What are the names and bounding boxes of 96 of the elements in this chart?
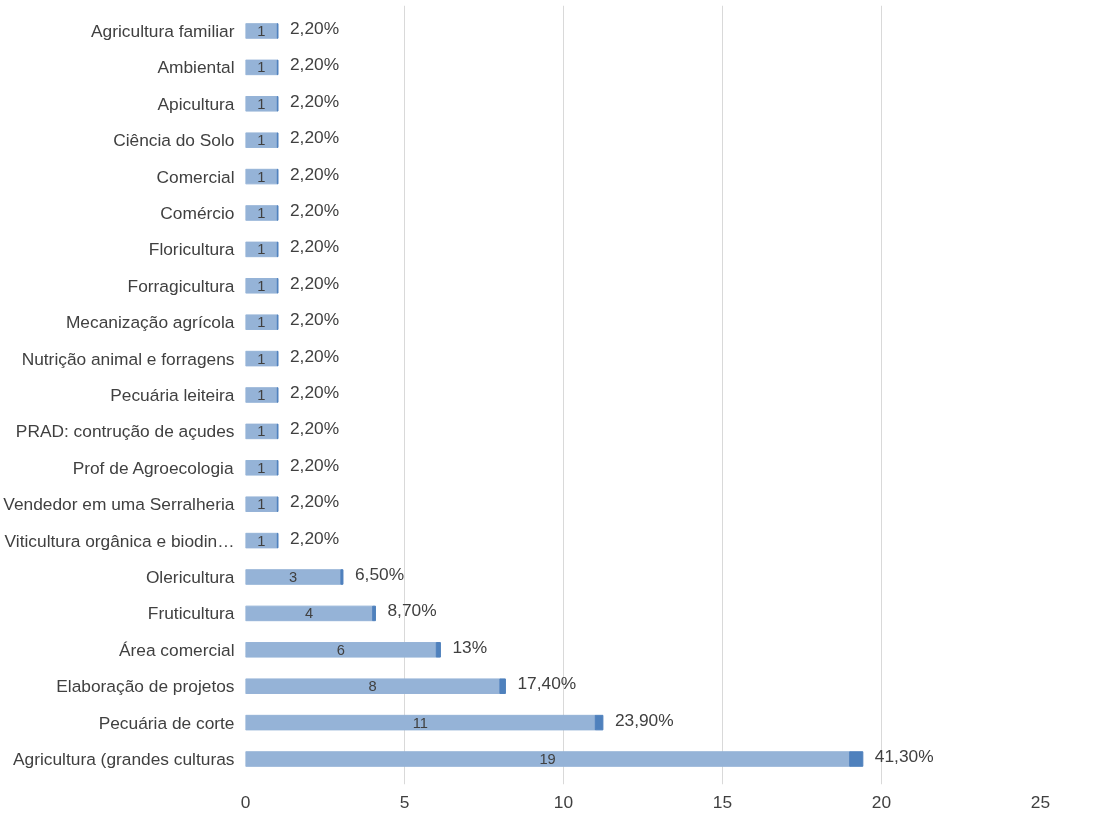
y-tick-label: Prof de Agroecologia [72,457,234,478]
y-tick-label: Viticultura orgânica e biodin… [4,530,235,551]
y-tick-label: Comércio [160,202,235,223]
data-label: 8 [368,678,377,695]
y-tick-label: Pecuária leiteira [110,385,235,405]
bar [245,96,278,112]
data-label: 2,20% [290,17,340,38]
y-tick-label: Ciência do Solo [113,130,235,151]
y-tick-label: Agricultura (grandes culturas [12,749,235,770]
data-label: 2,20% [290,236,340,257]
data-label: 8,70% [387,600,437,621]
data-label: 2,20% [290,527,340,548]
bar [245,205,278,221]
y-tick-label: Fruticultura [147,603,235,624]
bar [245,678,501,694]
y-tick-label: Apicultura [157,93,235,114]
bar [245,532,278,549]
y-tick-label: Floricultura [148,239,235,260]
data-label: 1 [257,241,266,258]
bar [245,387,278,403]
data-label: 19 [539,751,556,768]
x-tick-label: 10 [553,791,574,812]
y-tick-label: Elaboração de projetos [56,676,235,697]
data-label: 2,20% [290,309,340,330]
data-label: 1 [257,350,266,367]
data-label: 2,20% [290,127,340,148]
bar [245,241,278,258]
bar [245,496,278,512]
data-label: 2,20% [290,199,340,220]
data-label: 2,20% [290,454,340,475]
data-label: 41,30% [874,746,934,767]
y-tick-label: Pecuária de corte [98,712,235,733]
bar [245,59,278,76]
bar [245,350,278,367]
data-label: 6 [336,641,345,658]
y-tick-label: Área comercial [118,639,235,660]
data-label: 2,20% [290,491,340,512]
y-tick-label: Agricultura familiar [91,20,235,41]
data-label: 1 [257,423,266,440]
data-label: 2,20% [290,272,340,293]
data-label: 1 [257,496,266,513]
data-label: 2,20% [290,418,340,439]
data-label: 11 [412,714,429,731]
y-tick-label: PRAD: contrução de açudes [15,421,235,442]
data-label: 2,20% [290,163,340,184]
data-label: 17,40% [517,673,577,694]
data-label: 1 [257,204,266,221]
bar [245,314,278,330]
y-tick-label: Vendedor em uma Serralheria [3,494,235,515]
bar [245,642,437,658]
bar [245,605,374,622]
data-label: 1 [257,459,266,476]
bar [245,569,342,585]
bar [340,569,344,585]
y-tick-label: Forragicultura [127,275,235,296]
x-tick-label: 20 [871,791,892,812]
data-label: 23,90% [614,709,674,730]
bar [245,23,278,39]
data-label: 1 [257,95,266,112]
x-tick-label: 0 [240,791,251,812]
x-tick-label: 5 [399,791,410,812]
data-label: 1 [257,168,266,185]
data-label: 2,20% [290,345,340,366]
y-tick-label: Nutrição animal e forragens [21,348,235,369]
y-tick-label: Comercial [156,166,235,187]
data-label: 2,20% [290,54,340,75]
data-label: 13% [452,636,488,657]
bar [594,714,604,731]
data-label: 1 [257,532,266,549]
bar [245,460,278,476]
data-label: 1 [257,22,266,39]
data-label: 1 [257,314,266,331]
data-label: 2,20% [290,90,340,111]
data-label: 6,50% [354,564,405,585]
x-tick-label: 25 [1030,791,1051,812]
bar [435,642,441,658]
bar [372,605,376,622]
data-label: 1 [257,277,266,294]
x-tick-label: 15 [712,791,733,812]
data-label: 1 [257,387,266,403]
bar [245,714,596,731]
bar [245,168,278,185]
y-tick-label: Ambiental [157,57,235,78]
data-label: 4 [305,605,314,622]
data-label: 1 [257,132,266,149]
bar [849,751,864,767]
data-label: 2,20% [290,382,340,402]
data-label: 1 [257,59,266,76]
bar [245,423,278,440]
y-tick-label: Mecanização agrícola [65,312,235,333]
bar [245,132,278,148]
bar [245,278,278,294]
y-tick-label: Olericultura [145,567,235,588]
data-label: 3 [289,569,298,586]
bar [499,678,506,694]
bar [245,751,851,767]
